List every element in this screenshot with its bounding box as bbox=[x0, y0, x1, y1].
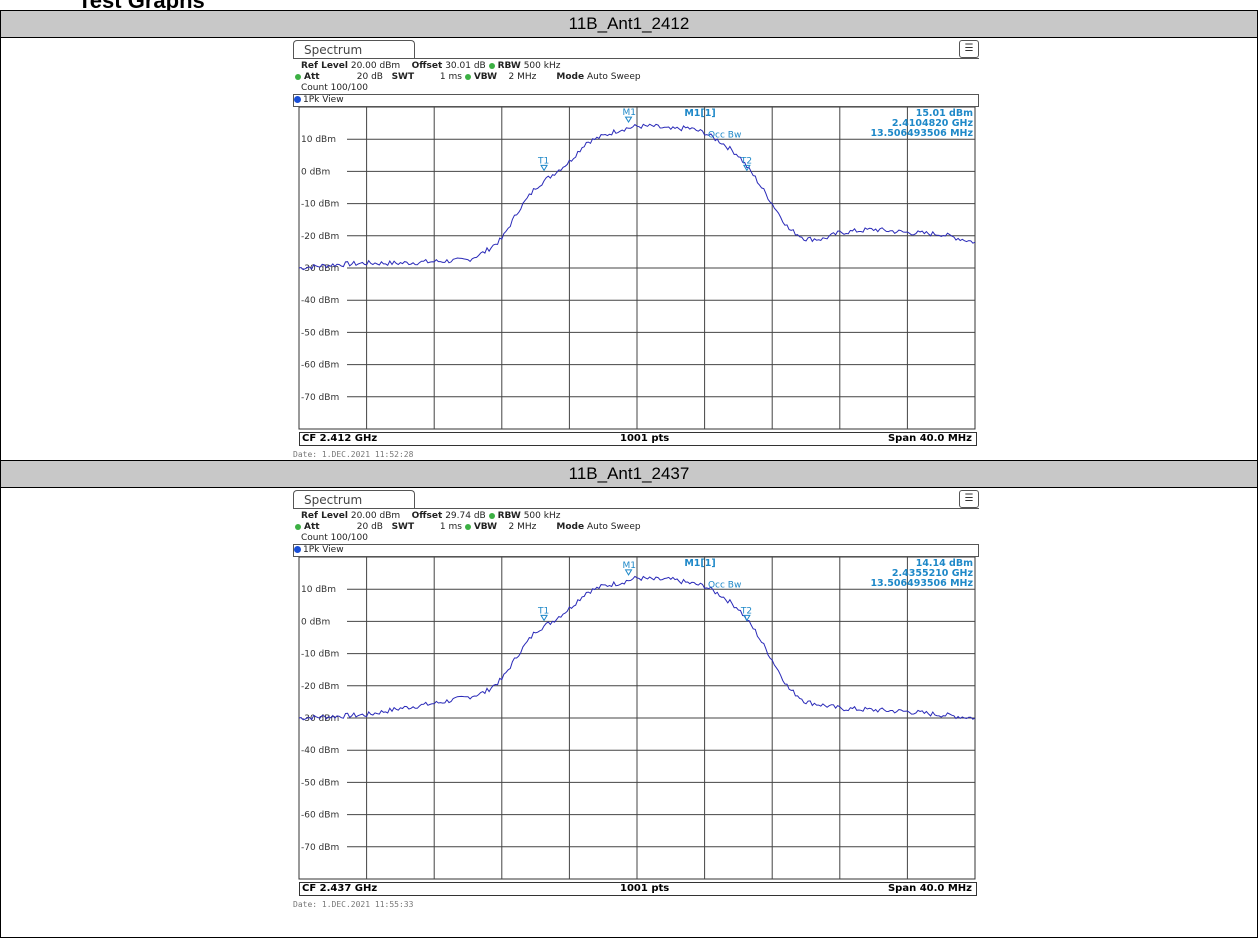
y-tick-label: -70 dBm bbox=[301, 393, 339, 403]
section-body: Spectrum ☰ Ref Level 20.00 dBm Offset 29… bbox=[0, 487, 1258, 938]
display-menu-icon[interactable]: ☰ bbox=[959, 490, 979, 508]
trace-indicator-icon bbox=[294, 96, 301, 103]
marker-triangle-icon bbox=[540, 614, 548, 622]
marker-label: T2 bbox=[740, 156, 752, 166]
att-indicator-icon bbox=[295, 523, 301, 530]
center-frequency: CF 2.412 GHz bbox=[302, 433, 378, 444]
marker-readout-value: 13.506493506 MHz bbox=[870, 128, 973, 139]
count-label: Count 100/100 bbox=[301, 83, 368, 93]
test-graphs-table: 11B_Ant1_2412 Spectrum ☰ Ref Level 20.00… bbox=[0, 10, 1258, 938]
spectrum-chart: 10 dBm 0 dBm -10 dBm -20 dBm -30 dBm -40 dBm -… bbox=[298, 557, 976, 880]
capture-date: Date: 1.DEC.2021 11:55:33 bbox=[293, 900, 414, 909]
marker-triangle-icon bbox=[624, 116, 633, 124]
frequency-span: Span 40.0 MHz bbox=[887, 433, 972, 444]
rbw-indicator-icon bbox=[488, 62, 495, 69]
y-tick-label: -50 dBm bbox=[301, 778, 339, 788]
occupied-bandwidth-label: Occ Bw bbox=[708, 581, 741, 591]
capture-date: Date: 1.DEC.2021 11:52:28 bbox=[293, 450, 414, 459]
spectrum-tab[interactable]: Spectrum bbox=[293, 40, 415, 59]
param-row-1: Ref Level 20.00 dBm Offset 29.74 dB RBW … bbox=[301, 511, 561, 521]
section-title: 11B_Ant1_2412 bbox=[0, 10, 1258, 38]
y-tick-label: -40 dBm bbox=[301, 296, 339, 306]
trace-indicator-icon bbox=[294, 546, 301, 553]
marker-readout-value: 15.01 dBm bbox=[916, 108, 973, 119]
marker-label: M1 bbox=[623, 561, 637, 571]
spectrum-tab[interactable]: Spectrum bbox=[293, 490, 415, 509]
y-tick-label: -20 dBm bbox=[301, 232, 339, 242]
trace-view-bar: 1Pk View bbox=[293, 94, 979, 107]
marker-label: M1 bbox=[623, 108, 637, 118]
marker-triangle-icon bbox=[540, 164, 548, 172]
marker-label: T1 bbox=[537, 156, 549, 166]
y-tick-label: -50 dBm bbox=[301, 328, 339, 338]
y-tick-label: 0 dBm bbox=[301, 167, 330, 177]
param-row-2: Att 20 dB SWT 1 ms VBW 2 MHz Mode Auto S… bbox=[295, 72, 641, 82]
marker-triangle-icon bbox=[742, 164, 751, 172]
marker-label: T1 bbox=[537, 606, 549, 616]
marker-readout-value: 14.14 dBm bbox=[916, 558, 973, 569]
y-tick-label: -10 dBm bbox=[301, 650, 339, 660]
rbw-indicator-icon bbox=[488, 512, 495, 519]
y-tick-label: -20 dBm bbox=[301, 682, 339, 692]
marker-triangle-icon bbox=[624, 569, 633, 576]
spectrum-trace bbox=[298, 575, 976, 721]
chart-footer: CF 2.412 GHz 1001 pts Span 40.0 MHz bbox=[299, 432, 977, 446]
display-menu-icon[interactable]: ☰ bbox=[959, 40, 979, 58]
y-tick-label: -10 dBm bbox=[301, 200, 339, 210]
att-indicator-icon bbox=[295, 73, 301, 80]
center-frequency: CF 2.437 GHz bbox=[302, 883, 378, 894]
y-tick-label: 10 dBm bbox=[301, 135, 336, 145]
chart-footer: CF 2.437 GHz 1001 pts Span 40.0 MHz bbox=[299, 882, 977, 896]
marker-readout-value: 2.4355210 GHz bbox=[892, 568, 974, 579]
section-title: 11B_Ant1_2437 bbox=[0, 460, 1258, 488]
section-body: Spectrum ☰ Ref Level 20.00 dBm Offset 30… bbox=[0, 37, 1258, 461]
y-tick-label: -70 dBm bbox=[301, 843, 339, 853]
param-row-2: Att 20 dB SWT 1 ms VBW 2 MHz Mode Auto S… bbox=[295, 522, 641, 532]
document-heading: Test Graphs bbox=[78, 0, 205, 13]
param-row-1: Ref Level 20.00 dBm Offset 30.01 dB RBW … bbox=[301, 61, 561, 71]
vbw-indicator-icon bbox=[464, 73, 471, 80]
spectrum-chart: 10 dBm 0 dBm -10 dBm -20 dBm -30 dBm -40 dBm -… bbox=[298, 107, 976, 430]
marker-readout-name: M1[1] bbox=[684, 558, 715, 569]
trace-view-bar: 1Pk View bbox=[293, 544, 979, 557]
frequency-span: Span 40.0 MHz bbox=[887, 883, 972, 894]
count-label: Count 100/100 bbox=[301, 533, 368, 543]
y-tick-label: 10 dBm bbox=[301, 585, 336, 595]
y-tick-label: 0 dBm bbox=[301, 617, 330, 627]
y-tick-label: -60 dBm bbox=[301, 811, 339, 821]
spectrum-trace bbox=[298, 123, 976, 271]
marker-readout-name: M1[1] bbox=[684, 108, 715, 119]
occupied-bandwidth-label: Occ Bw bbox=[708, 131, 741, 141]
sweep-points: 1001 pts bbox=[620, 883, 670, 894]
y-tick-label: -30 dBm bbox=[301, 714, 339, 724]
marker-readout-value: 13.506493506 MHz bbox=[870, 578, 973, 589]
y-tick-label: -60 dBm bbox=[301, 361, 339, 371]
marker-readout-value: 2.4104820 GHz bbox=[892, 118, 974, 129]
y-tick-label: -30 dBm bbox=[301, 264, 339, 274]
vbw-indicator-icon bbox=[464, 523, 471, 530]
marker-label: T2 bbox=[740, 606, 752, 616]
sweep-points: 1001 pts bbox=[620, 433, 670, 444]
marker-triangle-icon bbox=[742, 614, 751, 622]
y-tick-label: -40 dBm bbox=[301, 746, 339, 756]
